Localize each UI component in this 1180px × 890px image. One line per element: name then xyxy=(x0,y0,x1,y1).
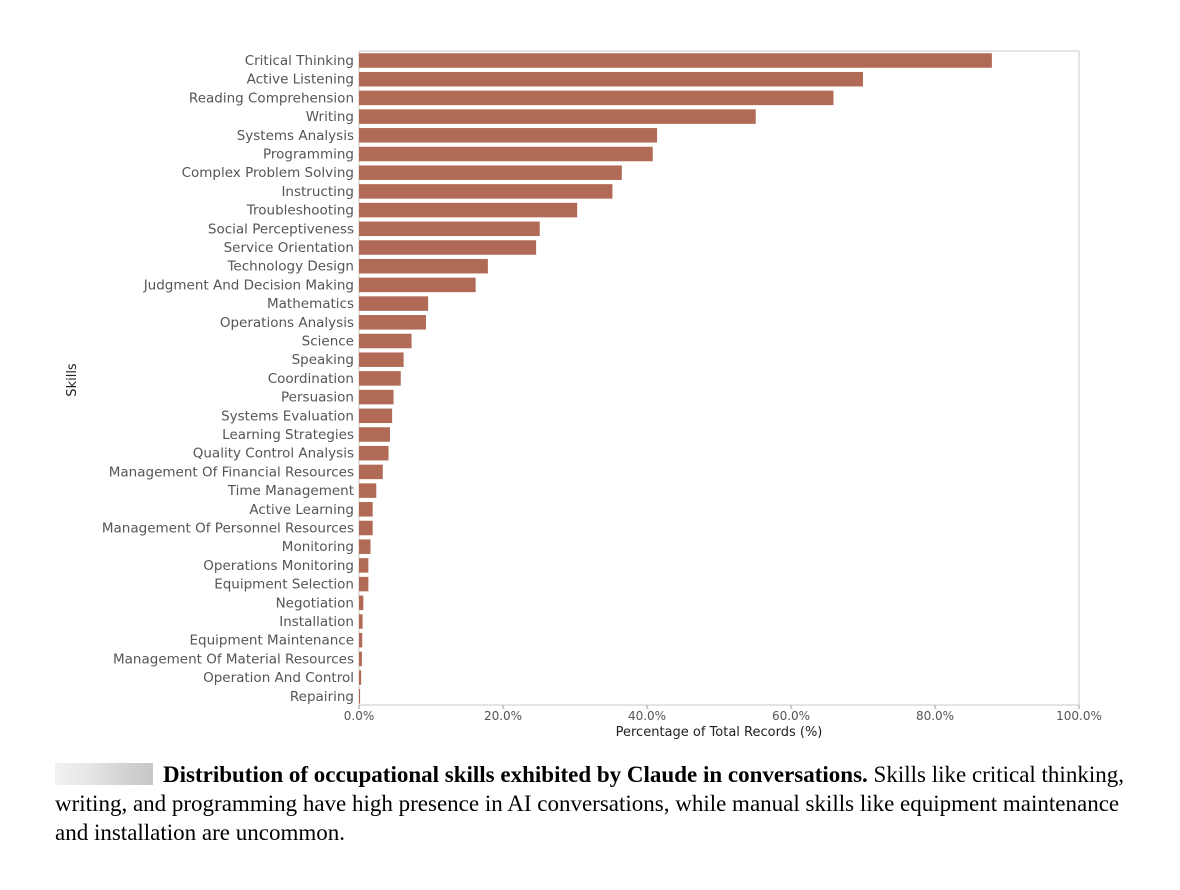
x-tick-label: 40.0% xyxy=(628,709,666,723)
category-label: Learning Strategies xyxy=(222,427,354,443)
x-axis-title: Percentage of Total Records (%) xyxy=(616,725,823,740)
bar xyxy=(359,427,390,442)
bar xyxy=(359,109,756,124)
bar xyxy=(359,128,658,143)
category-label: Critical Thinking xyxy=(245,53,354,69)
category-label: Troubleshooting xyxy=(246,203,354,219)
bar xyxy=(359,445,389,461)
category-label: Service Orientation xyxy=(224,240,354,256)
category-label: Writing xyxy=(306,109,354,125)
category-label: Persuasion xyxy=(281,390,354,406)
bar xyxy=(359,614,363,629)
bar xyxy=(359,315,426,330)
bar xyxy=(359,558,369,573)
category-label: Monitoring xyxy=(282,539,354,555)
bar xyxy=(359,371,401,386)
bar xyxy=(359,333,412,349)
bar xyxy=(359,520,373,536)
category-label: Programming xyxy=(263,147,354,163)
bar xyxy=(359,277,476,293)
bar xyxy=(359,165,622,180)
bar xyxy=(359,53,992,68)
bar xyxy=(359,296,429,311)
bar xyxy=(359,632,363,648)
bar xyxy=(359,352,404,367)
category-label: Systems Analysis xyxy=(237,128,354,144)
category-labels: Critical Thinking Active Listening Reading… xyxy=(102,53,354,705)
x-axis-ticks: 0.0% 20.0% 40.0% 60.0% 80.0% 100.0% xyxy=(344,705,1102,723)
bar xyxy=(359,90,834,106)
bar xyxy=(359,670,362,685)
category-label: Instructing xyxy=(281,184,354,200)
category-label: Technology Design xyxy=(226,259,354,275)
skills-bar-chart: Critical Thinking Active Listening Reading… xyxy=(65,50,1102,740)
category-label: Complex Problem Solving xyxy=(182,165,354,181)
category-label: Active Learning xyxy=(249,502,354,518)
category-label: Operations Monitoring xyxy=(203,558,354,574)
bar xyxy=(359,221,540,237)
bar xyxy=(359,258,488,274)
bar xyxy=(359,71,863,87)
caption-lead: Distribution of occupational skills exhi… xyxy=(163,762,868,787)
category-label: Installation xyxy=(279,614,354,630)
bar xyxy=(359,389,394,405)
category-label: Operation And Control xyxy=(203,670,354,686)
bar xyxy=(359,146,653,162)
bar xyxy=(359,184,613,199)
category-label: Equipment Maintenance xyxy=(189,633,354,649)
category-label: Negotiation xyxy=(276,595,354,611)
y-axis-title: Skills xyxy=(65,363,80,397)
category-label: Management Of Material Resources xyxy=(113,651,354,667)
x-tick-label: 0.0% xyxy=(344,709,375,723)
category-label: Equipment Selection xyxy=(214,577,354,593)
bar xyxy=(359,408,393,424)
bar xyxy=(359,595,364,611)
category-label: Systems Evaluation xyxy=(221,408,354,424)
category-label: Operations Analysis xyxy=(220,315,354,331)
category-label: Speaking xyxy=(292,352,354,368)
category-label: Social Perceptiveness xyxy=(208,221,354,237)
figure-number-redacted xyxy=(55,763,153,785)
x-tick-label: 100.0% xyxy=(1056,709,1102,723)
category-label: Reading Comprehension xyxy=(189,90,354,106)
category-label: Coordination xyxy=(268,371,354,387)
bar xyxy=(359,240,537,255)
x-tick-label: 80.0% xyxy=(916,709,954,723)
bar xyxy=(359,689,361,704)
category-label: Active Listening xyxy=(247,72,354,88)
category-label: Mathematics xyxy=(267,296,354,312)
bar xyxy=(359,651,362,667)
bar xyxy=(359,539,371,554)
category-label: Management Of Financial Resources xyxy=(109,464,354,480)
category-label: Time Management xyxy=(227,483,354,499)
category-label: Quality Control Analysis xyxy=(193,446,354,462)
bar xyxy=(359,502,373,517)
x-tick-label: 60.0% xyxy=(772,709,810,723)
category-label: Repairing xyxy=(290,689,354,705)
x-tick-label: 20.0% xyxy=(484,709,522,723)
caption-text: Skills like critical thinking, writing, … xyxy=(55,762,1124,845)
bar xyxy=(359,576,369,592)
bar xyxy=(359,202,578,218)
figure-caption: Distribution of occupational skills exhi… xyxy=(55,760,1125,847)
category-label: Judgment And Decision Making xyxy=(143,277,354,293)
bar xyxy=(359,464,383,480)
bar xyxy=(359,483,377,498)
category-label: Science xyxy=(302,334,354,350)
bars-group xyxy=(359,53,992,704)
category-label: Management Of Personnel Resources xyxy=(102,521,354,537)
